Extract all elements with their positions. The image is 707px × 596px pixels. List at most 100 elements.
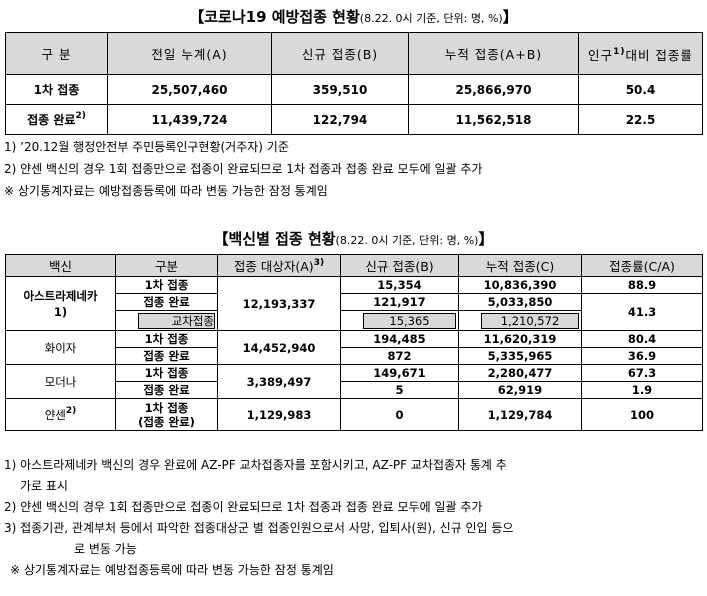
row-label: 1차 접종 bbox=[115, 330, 218, 348]
note: 3) 접종기관, 관계부처 등에서 파악한 접종대상군 별 접종인원으로서 사망… bbox=[4, 521, 514, 535]
row-label: 접종 완료2) bbox=[5, 104, 108, 135]
header-target: 접종 대상자(A)3) bbox=[217, 254, 341, 277]
header-population-label: 인구 bbox=[588, 47, 614, 63]
cell-prev: 11,439,724 bbox=[107, 104, 272, 135]
header-vaccine: 백신 bbox=[5, 254, 116, 277]
table-row: 아스트라제네카 1) 1차 접종 12,193,337 15,354 10,836… bbox=[5, 276, 703, 331]
table-row: 교차접종 15,365 1,210,572 bbox=[6, 310, 703, 331]
section1-title-main: 【코로나19 예방접종 현황 bbox=[189, 8, 360, 26]
cell-cum: 25,866,970 bbox=[408, 74, 579, 105]
row-label: 1차 접종 (접종 완료) bbox=[115, 398, 218, 431]
cross-cum: 1,210,572 bbox=[481, 312, 579, 329]
cell-new: 359,510 bbox=[271, 74, 409, 105]
cell-cum: 62,919 bbox=[458, 381, 582, 399]
cell-target: 14,452,940 bbox=[217, 330, 341, 365]
cell-rate: 36.9 bbox=[581, 347, 703, 365]
cell-rate: 41.3 bbox=[581, 293, 703, 331]
row-label: 1차 접종 bbox=[115, 364, 218, 382]
note: ※ 상기통계자료는 예방접종등록에 따라 변동 가능한 잠정 통계임 bbox=[4, 184, 328, 198]
header-cumulative: 누적 접종(C) bbox=[458, 254, 582, 277]
note: 1) 아스트라제네카 백신의 경우 완료에 AZ-PF 교차접종자를 포함시키고… bbox=[4, 458, 507, 472]
note: 2) 얀센 백신의 경우 1회 접종만으로 접종이 완료되므로 1차 접종과 접… bbox=[4, 500, 483, 514]
row-label-line1: 1차 접종 bbox=[144, 400, 189, 415]
section1-title-end: 】 bbox=[502, 8, 518, 26]
cell-cum: 11,620,319 bbox=[458, 330, 582, 348]
vaccination-status-table: 구 분 전일 누계(A) 신규 접종(B) 누적 접종(A+B) 인구1)대비 … bbox=[5, 32, 703, 135]
cell-rate: 50.4 bbox=[578, 74, 703, 105]
vaccine-name-janssen: 얀센2) bbox=[5, 398, 116, 431]
row-label-text: 1차 접종 bbox=[33, 83, 80, 97]
header-prev-total: 전일 누계(A) bbox=[107, 32, 272, 75]
row-label-text: 접종 완료 bbox=[27, 113, 76, 127]
row-label-line2: (접종 완료) bbox=[138, 414, 195, 429]
cell-new: 194,485 bbox=[340, 330, 459, 348]
cell-cum: 11,562,518 bbox=[408, 104, 579, 135]
cell-rate: 1.9 bbox=[581, 381, 703, 399]
row-label: 접종 완료 bbox=[115, 347, 218, 365]
vaccine-name-pfizer: 화이자 bbox=[5, 330, 116, 365]
cell-new: 5 bbox=[340, 381, 459, 399]
cell-rate: 88.9 bbox=[581, 276, 703, 294]
vaccine-name-text: 아스트라제네카 bbox=[23, 288, 98, 303]
section1-title: 【코로나19 예방접종 현황(8.22. 0시 기준, 단위: 명, %)】 bbox=[0, 6, 707, 27]
section1-notes: 1) ’20.12월 행정안전부 주민등록인구현황(거주자) 기준 2) 얀센 … bbox=[4, 136, 482, 202]
section2-title-sub: (8.22. 0시 기준, 단위: 명, %) bbox=[335, 234, 479, 247]
header-target-sup: 3) bbox=[313, 258, 325, 268]
cell-cum: 1,129,784 bbox=[458, 398, 582, 431]
cell-new: 122,794 bbox=[271, 104, 409, 135]
header-population-sup: 1) bbox=[613, 46, 626, 57]
row-label: 1차 접종 bbox=[115, 276, 218, 294]
section2-notes: 1) 아스트라제네카 백신의 경우 완료에 AZ-PF 교차접종자를 포함시키고… bbox=[4, 455, 513, 581]
cross-new: 15,365 bbox=[363, 312, 456, 329]
cell-new: 121,917 bbox=[340, 293, 459, 311]
cell-new: 149,671 bbox=[340, 364, 459, 382]
vaccine-name-sup: 1) bbox=[53, 304, 68, 319]
cell-new: 15,354 bbox=[340, 276, 459, 294]
row-label: 1차 접종 bbox=[5, 74, 108, 105]
vaccine-name-moderna: 모더나 bbox=[5, 364, 116, 399]
note-continued: 로 변동 가능 bbox=[74, 542, 137, 556]
header-new: 신규 접종(B) bbox=[340, 254, 459, 277]
cell-cum: 2,280,477 bbox=[458, 364, 582, 382]
table-row: 모더나 1차 접종 3,389,497 149,671 2,280,477 67… bbox=[5, 364, 703, 399]
note: 2) 얀센 백신의 경우 1회 접종만으로 접종이 완료되므로 1차 접종과 접… bbox=[4, 162, 483, 176]
cell-rate: 100 bbox=[581, 398, 703, 431]
cell-target: 3,389,497 bbox=[217, 364, 341, 399]
cell-rate: 67.3 bbox=[581, 364, 703, 382]
header-target-label: 접종 대상자(A) bbox=[233, 259, 314, 274]
table-row: 얀센2) 1차 접종 (접종 완료) 1,129,983 0 1,129,784 … bbox=[5, 398, 703, 431]
cell-rate: 80.4 bbox=[581, 330, 703, 348]
header-category: 구분 bbox=[115, 254, 218, 277]
table-row: 접종 완료 5 62,919 1.9 bbox=[6, 381, 703, 399]
section1-title-sub: (8.22. 0시 기준, 단위: 명, %) bbox=[359, 12, 503, 25]
table-row: 화이자 1차 접종 14,452,940 194,485 11,620,319 … bbox=[5, 330, 703, 365]
header-category: 구 분 bbox=[5, 32, 108, 75]
vaccine-status-table: 백신 구분 접종 대상자(A)3) 신규 접종(B) 누적 접종(C) 접종률(… bbox=[5, 254, 703, 431]
header-rate: 접종률(C/A) bbox=[581, 254, 703, 277]
row-label-sup: 2) bbox=[75, 111, 86, 121]
cell-cum: 5,033,850 bbox=[458, 293, 582, 311]
cell-target: 1,129,983 bbox=[217, 398, 341, 431]
cross-label: 교차접종 bbox=[138, 312, 215, 329]
cell-cum: 10,836,390 bbox=[458, 276, 582, 294]
header-cumulative: 누적 접종(A+B) bbox=[408, 32, 579, 75]
cell-prev: 25,507,460 bbox=[107, 74, 272, 105]
cell-rate: 22.5 bbox=[578, 104, 703, 135]
header-new: 신규 접종(B) bbox=[271, 32, 409, 75]
section2-title: 【백신별 접종 현황(8.22. 0시 기준, 단위: 명, %)】 bbox=[0, 228, 707, 249]
section2-title-main: 【백신별 접종 현황 bbox=[213, 230, 336, 248]
note: 1) ’20.12월 행정안전부 주민등록인구현황(거주자) 기준 bbox=[4, 140, 289, 154]
cell-new-cross: 15,365 bbox=[340, 310, 459, 331]
cell-target: 12,193,337 bbox=[217, 276, 341, 331]
cell-cum-cross: 1,210,572 bbox=[458, 310, 582, 331]
header-population-rate: 인구1)대비 접종률 bbox=[578, 32, 703, 75]
header-rate-label: 대비 접종률 bbox=[625, 47, 693, 63]
section2-title-end: 】 bbox=[478, 230, 494, 248]
vaccine-name-text: 얀센 bbox=[44, 408, 66, 422]
vaccine-name-az: 아스트라제네카 1) bbox=[5, 276, 116, 331]
cell-new: 872 bbox=[340, 347, 459, 365]
table-row: 접종 완료2) 11,439,724 122,794 11,562,518 22… bbox=[5, 104, 703, 135]
note: ※ 상기통계자료는 예방접종등록에 따라 변동 가능한 잠정 통계임 bbox=[10, 563, 334, 577]
cell-new: 0 bbox=[340, 398, 459, 431]
vaccine-name-sup: 2) bbox=[65, 406, 77, 416]
